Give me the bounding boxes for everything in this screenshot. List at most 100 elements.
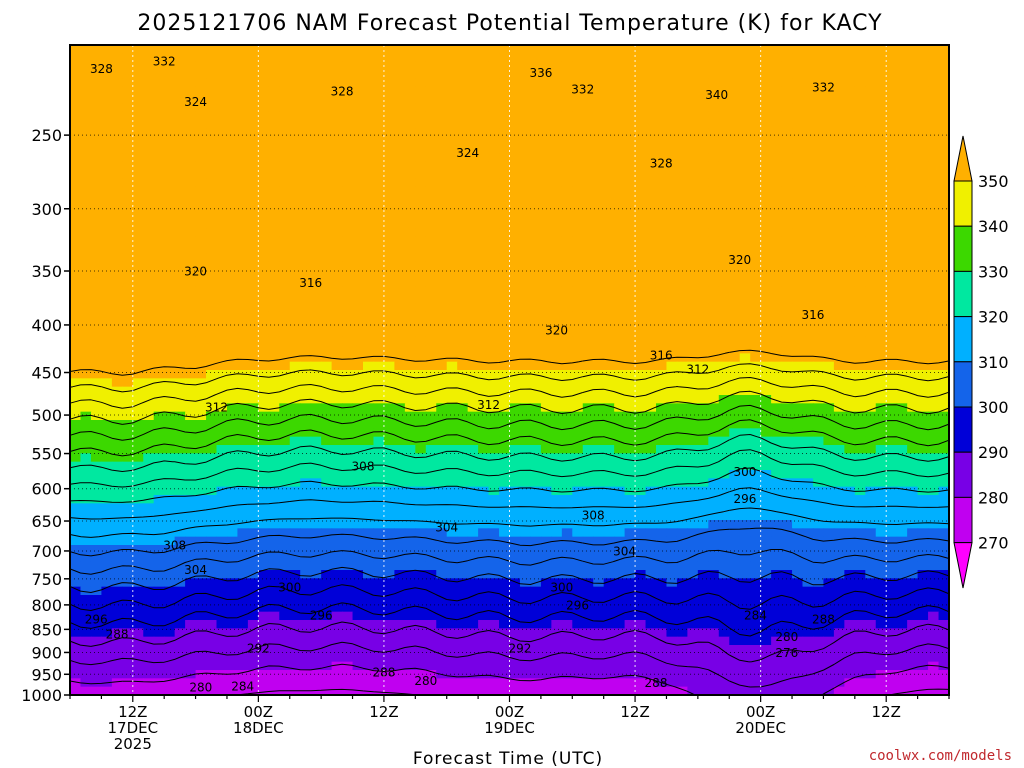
field-cell	[666, 270, 678, 279]
field-cell	[363, 295, 375, 304]
field-cell	[174, 236, 186, 246]
field-cell	[90, 86, 102, 96]
field-cell	[645, 486, 657, 496]
field-cell	[425, 536, 437, 546]
field-cell	[687, 136, 699, 146]
field-cell	[781, 461, 793, 471]
field-cell	[624, 270, 636, 279]
field-cell	[457, 453, 469, 463]
field-cell	[624, 403, 636, 413]
field-cell	[478, 245, 490, 254]
field-cell	[467, 336, 479, 346]
field-cell	[593, 261, 605, 271]
field-cell	[143, 186, 155, 196]
field-cell	[300, 320, 312, 329]
field-cell	[185, 336, 197, 346]
field-cell	[530, 120, 542, 129]
field-cell	[729, 145, 741, 154]
field-cell	[509, 445, 521, 454]
field-cell	[383, 503, 395, 513]
field-cell	[582, 378, 594, 388]
field-cell	[352, 220, 364, 229]
field-cell	[467, 370, 479, 379]
field-cell	[268, 86, 280, 96]
field-cell	[363, 203, 375, 213]
field-cell	[823, 386, 835, 396]
field-cell	[216, 295, 228, 304]
field-cell	[226, 486, 239, 496]
field-cell	[854, 470, 866, 479]
field-cell	[446, 120, 458, 129]
field-cell	[342, 136, 354, 146]
field-cell	[457, 170, 469, 179]
field-cell	[812, 203, 825, 213]
field-cell	[70, 253, 82, 263]
field-cell	[551, 61, 563, 71]
field-cell	[509, 320, 521, 329]
field-cell	[645, 386, 657, 396]
field-cell	[331, 228, 343, 238]
field-cell	[771, 270, 783, 279]
field-cell	[812, 528, 825, 538]
field-cell	[101, 128, 113, 138]
field-cell	[80, 86, 92, 96]
field-cell	[540, 403, 552, 413]
field-cell	[352, 403, 364, 413]
field-cell	[750, 378, 762, 388]
field-cell	[865, 103, 877, 113]
field-cell	[467, 70, 479, 79]
field-cell	[111, 353, 123, 363]
field-cell	[802, 95, 814, 104]
field-cell	[467, 320, 479, 329]
field-cell	[844, 236, 856, 246]
field-cell	[697, 420, 709, 429]
field-cell	[436, 420, 448, 429]
field-cell	[645, 70, 657, 79]
field-cell	[771, 511, 783, 521]
field-cell	[488, 278, 500, 288]
field-cell	[90, 78, 102, 88]
field-cell	[603, 386, 615, 396]
field-cell	[781, 103, 793, 113]
field-cell	[363, 153, 375, 163]
field-cell	[739, 520, 751, 529]
field-cell	[321, 395, 333, 404]
field-cell	[404, 53, 416, 63]
field-cell	[206, 478, 218, 488]
field-cell	[697, 228, 709, 238]
field-cell	[436, 161, 448, 171]
field-cell	[812, 61, 825, 71]
field-cell	[436, 328, 448, 338]
field-cell	[561, 245, 573, 254]
field-cell	[425, 95, 437, 104]
field-cell	[519, 395, 532, 404]
field-cell	[792, 353, 804, 363]
field-cell	[781, 145, 793, 154]
field-cell	[624, 386, 636, 396]
field-cell	[300, 486, 312, 496]
field-cell	[394, 411, 406, 421]
field-cell	[582, 136, 594, 146]
field-cell	[928, 295, 940, 304]
field-cell	[760, 528, 772, 538]
field-cell	[195, 311, 207, 321]
field-cell	[917, 370, 929, 379]
field-cell	[582, 486, 594, 496]
field-cell	[666, 220, 678, 229]
field-cell	[268, 153, 280, 163]
field-cell	[802, 445, 814, 454]
field-cell	[373, 236, 385, 246]
field-cell	[499, 403, 511, 413]
field-cell	[760, 128, 772, 138]
field-cell	[174, 386, 186, 396]
field-cell	[635, 336, 647, 346]
field-cell	[363, 536, 375, 546]
field-cell	[446, 86, 458, 96]
field-cell	[635, 53, 647, 63]
field-cell	[352, 286, 364, 296]
field-cell	[750, 461, 762, 471]
field-cell	[739, 470, 751, 479]
field-cell	[70, 195, 82, 204]
field-cell	[404, 61, 416, 71]
field-cell	[143, 78, 155, 88]
